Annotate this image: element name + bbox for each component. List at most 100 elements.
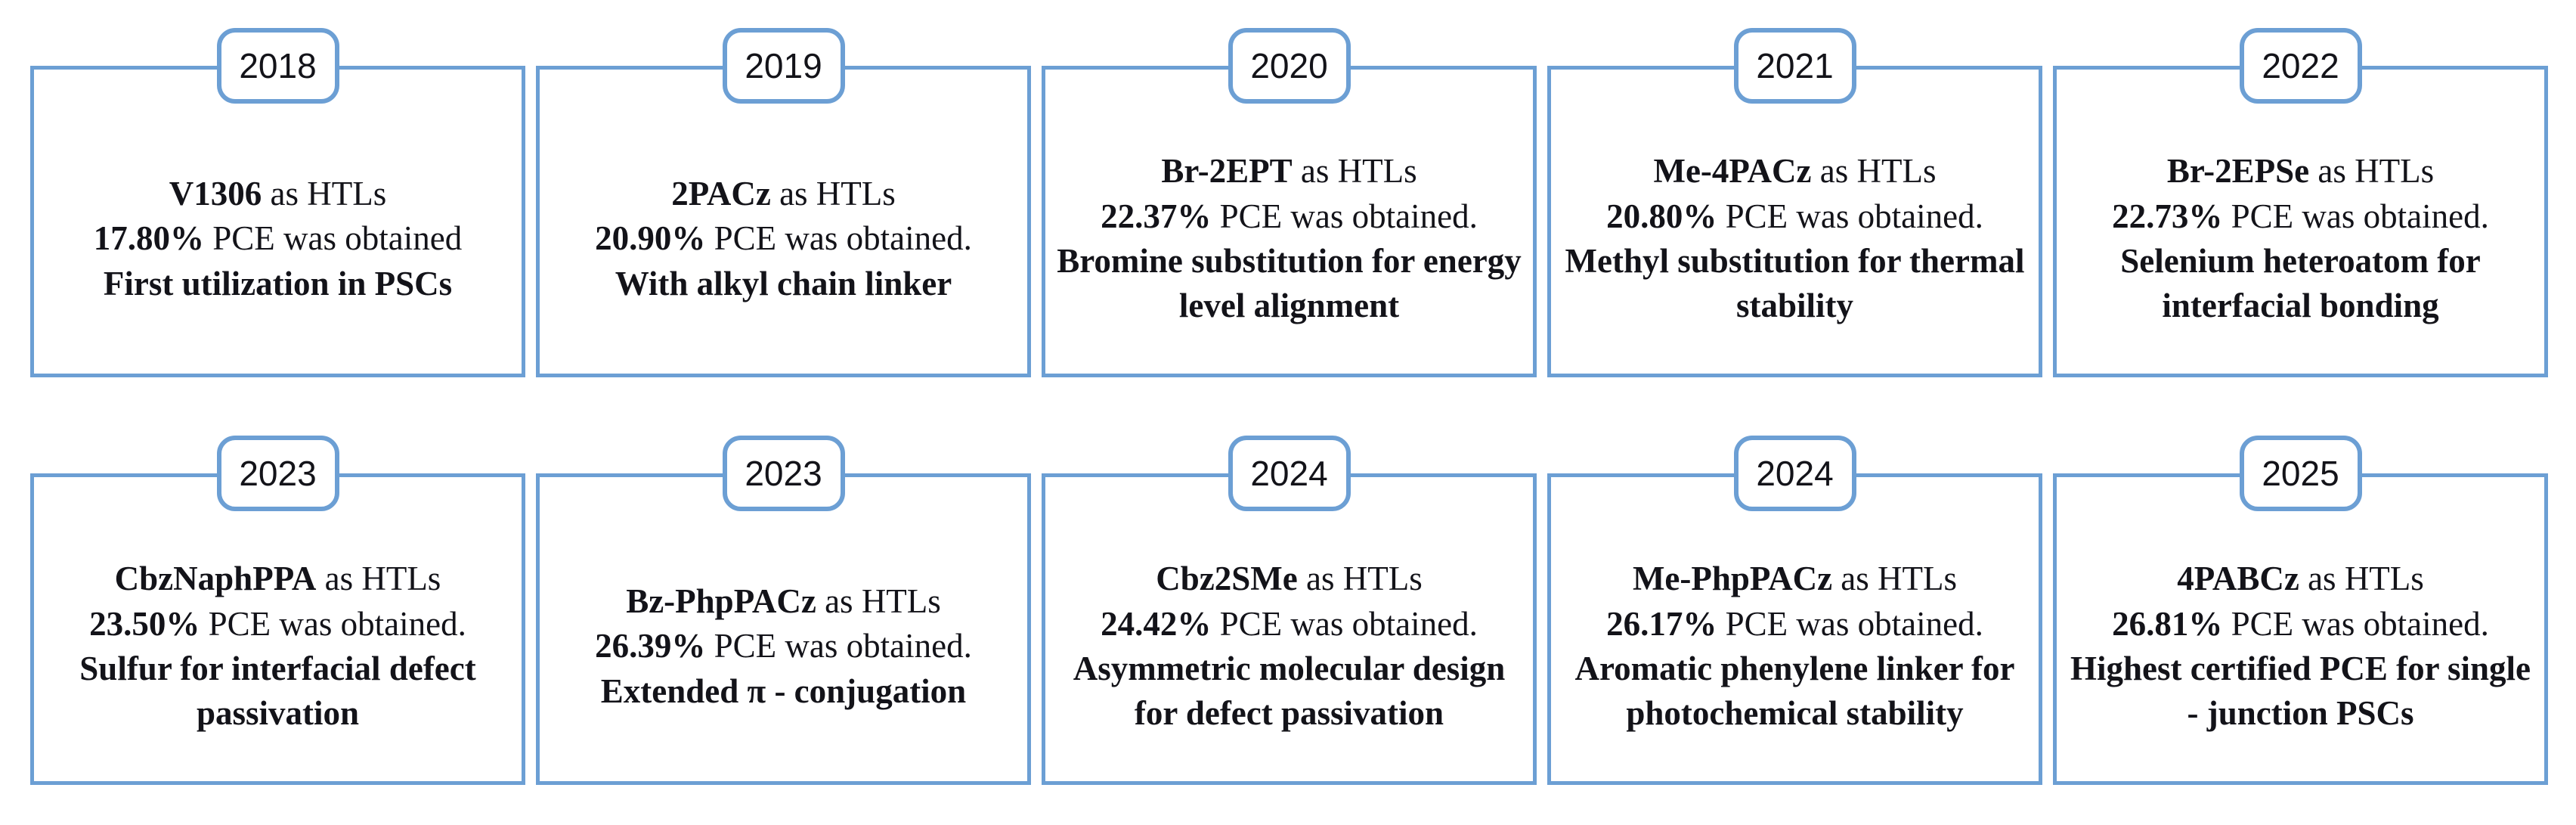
pce-value: 17.80% — [93, 219, 205, 258]
htl-material-line: Br-2EPSe as HTLs — [2167, 149, 2434, 194]
material-suffix: as HTLs — [1306, 560, 1423, 598]
pce-line: 22.73% PCE was obtained. — [2112, 194, 2489, 239]
material-suffix: as HTLs — [1819, 152, 1937, 191]
pce-line: 26.81% PCE was obtained. — [2112, 602, 2489, 647]
htl-material-line: Cbz2SMe as HTLs — [1156, 557, 1422, 601]
material-name: Cbz2SMe — [1156, 560, 1298, 598]
material-name: 4PABCz — [2177, 560, 2299, 598]
year-label: 2025 — [2262, 454, 2339, 493]
material-name: 2PACz — [671, 174, 771, 212]
pce-value: 22.73% — [2112, 197, 2223, 235]
pce-suffix: PCE was obtained. — [1725, 197, 1983, 235]
material-suffix: as HTLs — [324, 560, 441, 598]
year-badge: 2022 — [2239, 28, 2362, 104]
pce-suffix: PCE was obtained. — [714, 627, 972, 665]
pce-value: 20.90% — [595, 219, 706, 258]
pce-line: 17.80% PCE was obtained — [94, 216, 462, 261]
material-suffix: as HTLs — [270, 174, 387, 212]
pce-line: 22.37% PCE was obtained. — [1101, 194, 1478, 239]
htl-material-line: Br-2EPT as HTLs — [1161, 149, 1416, 194]
pce-value: 22.37% — [1101, 197, 1212, 235]
year-label: 2018 — [239, 46, 317, 85]
year-label: 2023 — [239, 454, 317, 493]
htl-material-line: CbzNaphPPA as HTLs — [115, 557, 441, 601]
card-box: 2PACz as HTLs 20.90% PCE was obtained. W… — [536, 66, 1031, 377]
material-suffix: as HTLs — [1841, 560, 1958, 598]
pce-line: 20.90% PCE was obtained. — [595, 216, 972, 261]
pce-suffix: PCE was obtained — [212, 219, 463, 258]
timeline-card: 2021 Me-4PACz as HTLs 20.80% PCE was obt… — [1547, 28, 2042, 377]
year-badge: 2024 — [1733, 436, 1856, 511]
highlight-text: Methyl substitution for thermal stabilit… — [1565, 242, 2025, 325]
htl-material-line: Me-PhpPACz as HTLs — [1633, 557, 1957, 601]
pce-suffix: PCE was obtained. — [2231, 197, 2489, 235]
htl-material-line: 2PACz as HTLs — [671, 172, 896, 216]
card-box: CbzNaphPPA as HTLs 23.50% PCE was obtain… — [30, 473, 525, 785]
material-name: Br-2EPSe — [2166, 152, 2310, 191]
card-box: Me-4PACz as HTLs 20.80% PCE was obtained… — [1547, 66, 2042, 377]
year-badge: 2021 — [1733, 28, 1856, 104]
year-label: 2020 — [1250, 46, 1328, 85]
highlight-text: With alkyl chain linker — [615, 264, 952, 302]
material-name: CbzNaphPPA — [114, 560, 317, 598]
year-label: 2019 — [745, 46, 822, 85]
htl-material-line: V1306 as HTLs — [169, 172, 386, 216]
highlight-text: Highest certified PCE for single - junct… — [2070, 650, 2531, 733]
pce-line: 23.50% PCE was obtained. — [89, 602, 466, 647]
timeline-grid: 2018 V1306 as HTLs 17.80% PCE was obtain… — [30, 28, 2548, 785]
material-name: Br-2EPT — [1161, 152, 1293, 191]
card-box: Me-PhpPACz as HTLs 26.17% PCE was obtain… — [1547, 473, 2042, 785]
card-box: Br-2EPSe as HTLs 22.73% PCE was obtained… — [2053, 66, 2548, 377]
year-badge: 2025 — [2239, 436, 2362, 511]
highlight-text: Bromine substitution for energy level al… — [1057, 242, 1522, 325]
highlight-text: Asymmetric molecular design for defect p… — [1073, 650, 1506, 733]
card-box: Bz-PhpPACz as HTLs 26.39% PCE was obtain… — [536, 473, 1031, 785]
pce-value: 26.39% — [595, 627, 706, 665]
material-suffix: as HTLs — [825, 582, 941, 620]
year-badge: 2023 — [722, 436, 845, 511]
highlight-text: First utilization in PSCs — [103, 264, 453, 302]
pce-line: 20.80% PCE was obtained. — [1606, 194, 1983, 239]
pce-line: 26.39% PCE was obtained. — [595, 624, 972, 668]
timeline-card: 2024 Me-PhpPACz as HTLs 26.17% PCE was o… — [1547, 436, 2042, 785]
material-suffix: as HTLs — [2308, 560, 2424, 598]
year-badge: 2019 — [722, 28, 845, 104]
highlight-text: Aromatic phenylene linker for photochemi… — [1574, 650, 2015, 733]
pce-suffix: PCE was obtained. — [1725, 604, 1983, 643]
htl-material-line: 4PABCz as HTLs — [2177, 557, 2424, 601]
highlight-text: Extended π - conjugation — [600, 671, 967, 710]
year-label: 2021 — [1756, 46, 1834, 85]
pce-value: 20.80% — [1606, 197, 1717, 235]
year-badge: 2024 — [1228, 436, 1351, 511]
pce-line: 24.42% PCE was obtained. — [1101, 602, 1478, 647]
material-name: Me-4PACz — [1653, 152, 1812, 191]
pce-value: 24.42% — [1101, 604, 1212, 643]
card-box: Cbz2SMe as HTLs 24.42% PCE was obtained.… — [1042, 473, 1537, 785]
year-badge: 2018 — [216, 28, 339, 104]
pce-value: 23.50% — [89, 604, 200, 643]
timeline-card: 2018 V1306 as HTLs 17.80% PCE was obtain… — [30, 28, 525, 377]
pce-line: 26.17% PCE was obtained. — [1606, 602, 1983, 647]
timeline-card: 2023 Bz-PhpPACz as HTLs 26.39% PCE was o… — [536, 436, 1031, 785]
material-suffix: as HTLs — [779, 174, 896, 212]
pce-suffix: PCE was obtained. — [1219, 197, 1478, 235]
pce-suffix: PCE was obtained. — [714, 219, 972, 258]
material-name: Bz-PhpPACz — [626, 582, 816, 620]
year-label: 2024 — [1250, 454, 1328, 493]
material-name: Me-PhpPACz — [1632, 560, 1833, 598]
pce-suffix: PCE was obtained. — [1219, 604, 1478, 643]
timeline-card: 2024 Cbz2SMe as HTLs 24.42% PCE was obta… — [1042, 436, 1537, 785]
timeline-card: 2019 2PACz as HTLs 20.90% PCE was obtain… — [536, 28, 1031, 377]
material-suffix: as HTLs — [2317, 152, 2435, 191]
material-suffix: as HTLs — [1300, 152, 1417, 191]
year-label: 2023 — [745, 454, 822, 493]
material-name: V1306 — [169, 174, 262, 212]
card-box: Br-2EPT as HTLs 22.37% PCE was obtained.… — [1042, 66, 1537, 377]
timeline-card: 2022 Br-2EPSe as HTLs 22.73% PCE was obt… — [2053, 28, 2548, 377]
htl-material-line: Bz-PhpPACz as HTLs — [626, 579, 941, 624]
highlight-text: Selenium heteroatom for interfacial bond… — [2120, 242, 2481, 325]
year-label: 2024 — [1756, 454, 1834, 493]
year-badge: 2020 — [1228, 28, 1351, 104]
pce-value: 26.81% — [2112, 604, 2223, 643]
pce-value: 26.17% — [1606, 604, 1717, 643]
